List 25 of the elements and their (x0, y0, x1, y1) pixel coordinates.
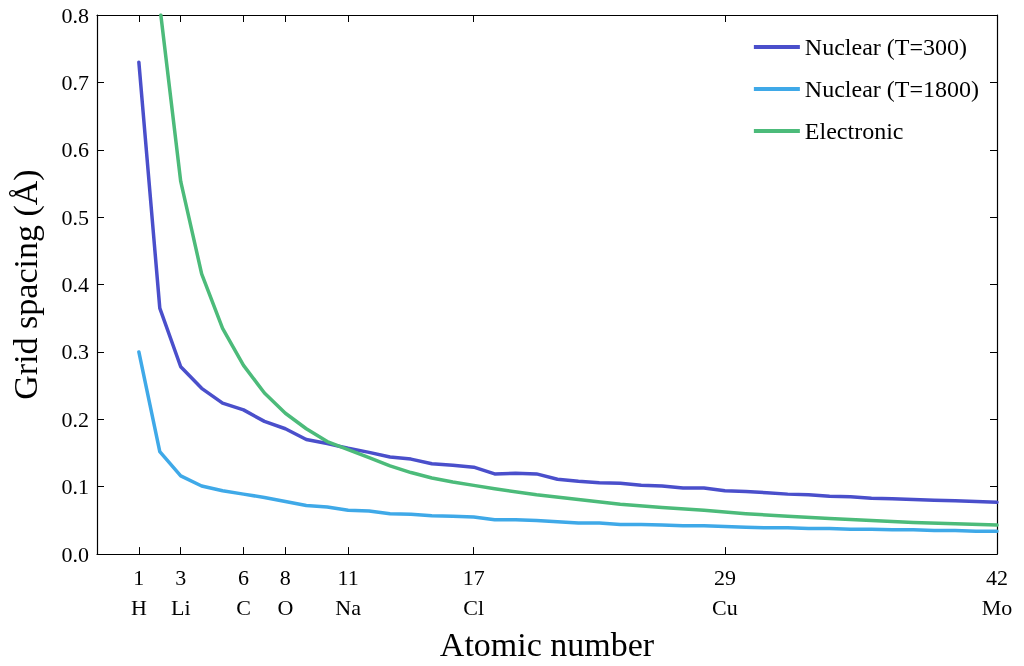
x-tick-label: 6 C (236, 564, 251, 620)
y-tick-label: 0.8 (61, 2, 89, 28)
legend-label: Electronic (804, 118, 904, 144)
x-tick-label: 11 Na (335, 564, 362, 620)
y-tick-label: 0.5 (61, 204, 89, 230)
line-series (137, 60, 999, 504)
y-tick-label: 0.7 (61, 69, 89, 95)
x-tick-label: 42 Mo (981, 564, 1013, 620)
x-tick-label: 29 Cu (712, 564, 738, 620)
line-series (159, 13, 999, 527)
y-axis-title: Grid spacing (Å) (6, 169, 45, 400)
y-tick-label: 0.2 (61, 406, 89, 432)
x-tick-label: 8 O (277, 564, 294, 620)
legend-label: Nuclear (T=300) (804, 34, 968, 60)
y-tick-label: 0.3 (61, 339, 89, 365)
y-tick-label: 0.1 (61, 474, 89, 500)
x-tick-label: 1 H (130, 564, 147, 620)
x-tick-label: 3 Li (170, 564, 191, 620)
legend-label: Nuclear (T=1800) (804, 76, 980, 102)
y-tick-label: 0.4 (61, 272, 89, 298)
x-axis-title: Atomic number (439, 625, 655, 663)
line-series (137, 350, 999, 533)
x-tick-label: 17 Cl (462, 564, 485, 620)
y-tick-label: 0.6 (61, 137, 89, 163)
y-tick-label: 0.0 (61, 541, 89, 567)
